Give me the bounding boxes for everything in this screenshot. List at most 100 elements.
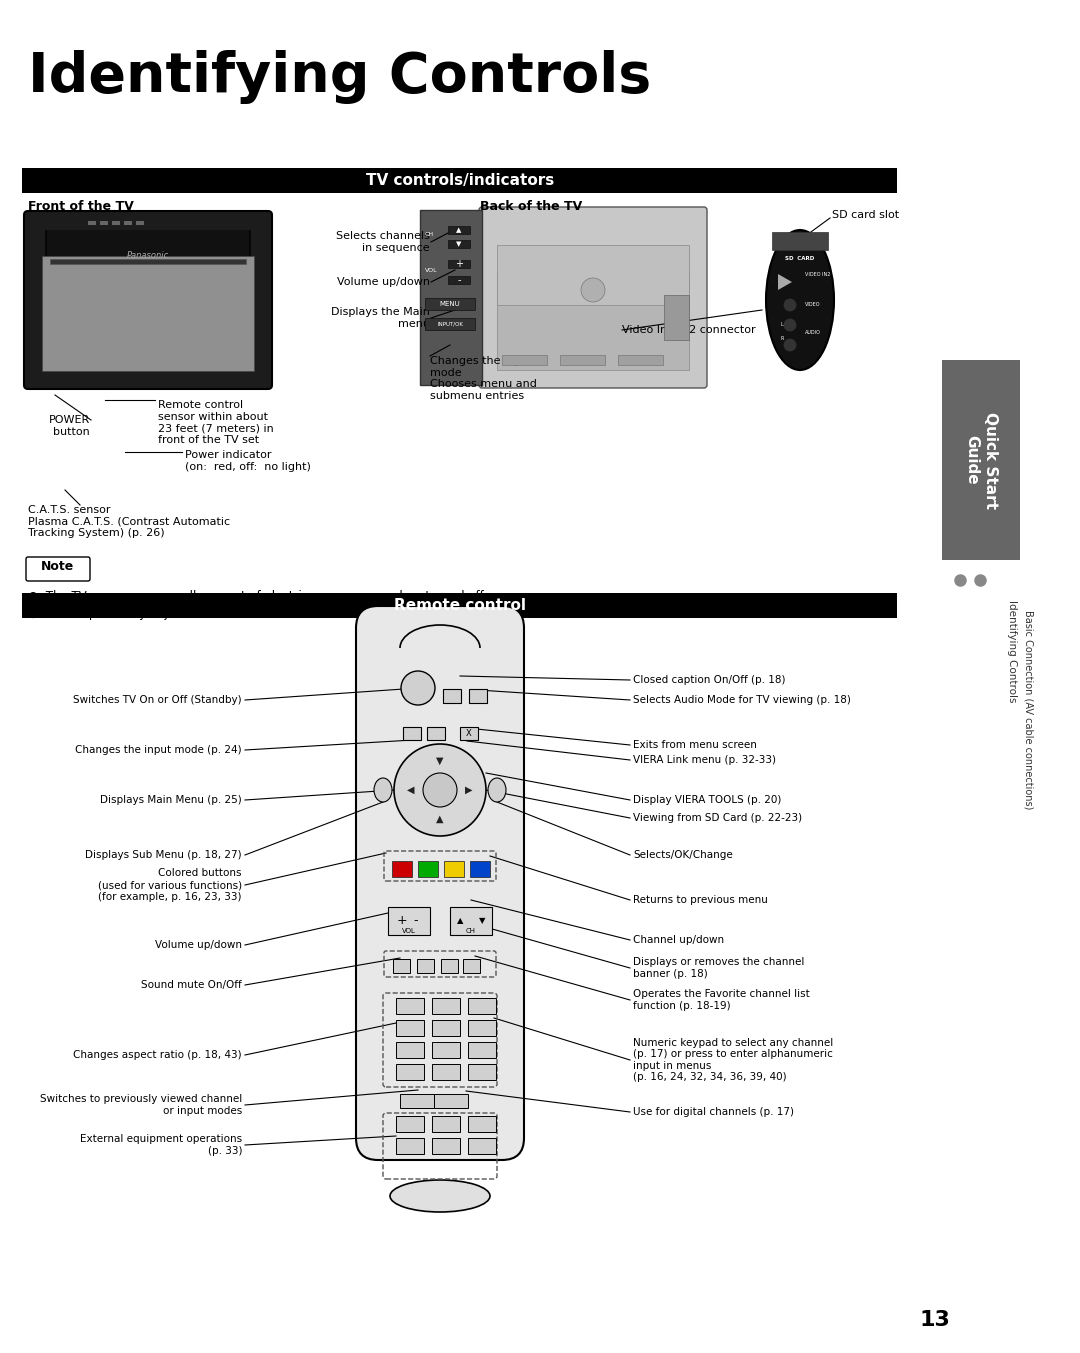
- FancyBboxPatch shape: [480, 207, 707, 388]
- Bar: [468, 1116, 496, 1132]
- Polygon shape: [778, 275, 792, 290]
- Circle shape: [394, 744, 486, 836]
- Bar: [470, 861, 490, 877]
- Ellipse shape: [766, 230, 834, 369]
- Bar: [468, 1063, 496, 1080]
- Text: VOL: VOL: [426, 268, 437, 272]
- Bar: [396, 1020, 424, 1036]
- Text: Use for digital channels (p. 17): Use for digital channels (p. 17): [633, 1107, 794, 1118]
- Text: ▼: ▼: [457, 241, 461, 248]
- Bar: [87, 221, 96, 225]
- FancyBboxPatch shape: [46, 229, 249, 275]
- Text: Operates the Favorite channel list
function (p. 18-19): Operates the Favorite channel list funct…: [633, 989, 810, 1011]
- Circle shape: [581, 277, 605, 302]
- Bar: [432, 1138, 460, 1154]
- Bar: [434, 1095, 468, 1108]
- Text: Closed caption On/Off (p. 18): Closed caption On/Off (p. 18): [633, 675, 785, 685]
- Circle shape: [783, 298, 797, 313]
- Text: L: L: [781, 322, 783, 327]
- Bar: [942, 360, 1020, 560]
- Bar: [502, 354, 546, 365]
- Text: ▲: ▲: [457, 227, 461, 233]
- Text: AUDIO: AUDIO: [805, 330, 821, 334]
- Bar: [497, 245, 689, 304]
- Text: TV controls/indicators: TV controls/indicators: [366, 172, 554, 188]
- Text: Returns to previous menu: Returns to previous menu: [633, 894, 768, 905]
- Text: Front of the TV: Front of the TV: [28, 200, 134, 212]
- Text: Volume up/down: Volume up/down: [337, 277, 430, 287]
- Text: Displays the Main
menu: Displays the Main menu: [332, 307, 430, 329]
- Text: Video Input 2 connector: Video Input 2 connector: [622, 325, 756, 336]
- Bar: [22, 168, 897, 193]
- Text: Identifying Controls: Identifying Controls: [28, 50, 651, 104]
- Text: Displays Sub Menu (p. 18, 27): Displays Sub Menu (p. 18, 27): [85, 850, 242, 861]
- Bar: [396, 999, 424, 1013]
- Ellipse shape: [374, 778, 392, 802]
- Text: -: -: [414, 915, 418, 928]
- Bar: [396, 1116, 424, 1132]
- Bar: [432, 1063, 460, 1080]
- Text: MENU: MENU: [440, 300, 460, 307]
- Bar: [417, 959, 434, 973]
- Text: Remote control: Remote control: [394, 598, 526, 613]
- Text: Power indicator
(on:  red, off:  no light): Power indicator (on: red, off: no light): [185, 451, 311, 472]
- Bar: [460, 727, 478, 740]
- Bar: [136, 221, 144, 225]
- Text: SD  CARD: SD CARD: [785, 257, 814, 261]
- Bar: [561, 354, 605, 365]
- Ellipse shape: [390, 1180, 490, 1212]
- Bar: [468, 1020, 496, 1036]
- Text: CH: CH: [465, 928, 476, 934]
- Text: CH: CH: [426, 233, 434, 238]
- Text: ◀: ◀: [407, 785, 415, 796]
- Bar: [392, 861, 411, 877]
- Text: Basic Connection (AV cable connections): Basic Connection (AV cable connections): [1023, 610, 1032, 809]
- Bar: [469, 689, 487, 704]
- Text: Selects/OK/Change: Selects/OK/Change: [633, 850, 732, 861]
- Bar: [100, 221, 108, 225]
- Text: VIDEO IN2: VIDEO IN2: [805, 272, 831, 277]
- Bar: [432, 1042, 460, 1058]
- Bar: [22, 593, 897, 618]
- Bar: [468, 1042, 496, 1058]
- Bar: [463, 959, 480, 973]
- Bar: [448, 276, 470, 284]
- Text: Identifying Controls: Identifying Controls: [1007, 599, 1017, 702]
- Text: Note: Note: [41, 560, 75, 574]
- Text: +: +: [455, 258, 463, 269]
- Text: VOL: VOL: [402, 928, 416, 934]
- Bar: [388, 907, 430, 935]
- Text: ▲: ▲: [436, 815, 444, 824]
- Text: ▼: ▼: [436, 756, 444, 766]
- Text: Remote control
sensor within about
23 feet (7 meters) in
front of the TV set: Remote control sensor within about 23 fe…: [158, 400, 273, 445]
- Bar: [450, 907, 492, 935]
- Text: Display VIERA TOOLS (p. 20): Display VIERA TOOLS (p. 20): [633, 796, 781, 805]
- Bar: [441, 959, 458, 973]
- Text: INPUT/OK: INPUT/OK: [437, 322, 463, 326]
- Text: ▶: ▶: [465, 785, 473, 796]
- Text: Exits from menu screen: Exits from menu screen: [633, 740, 757, 750]
- Bar: [112, 221, 120, 225]
- Text: Switches TV On or Off (Standby): Switches TV On or Off (Standby): [73, 695, 242, 705]
- Bar: [448, 226, 470, 234]
- Bar: [432, 1116, 460, 1132]
- Bar: [50, 258, 246, 264]
- Bar: [418, 861, 438, 877]
- Text: Switches to previously viewed channel
or input modes: Switches to previously viewed channel or…: [40, 1095, 242, 1116]
- Bar: [468, 999, 496, 1013]
- Text: R: R: [781, 336, 784, 341]
- Bar: [444, 861, 464, 877]
- Text: Numeric keypad to select any channel
(p. 17) or press to enter alphanumeric
inpu: Numeric keypad to select any channel (p.…: [633, 1038, 834, 1082]
- Bar: [448, 260, 470, 268]
- Text: Changes aspect ratio (p. 18, 43): Changes aspect ratio (p. 18, 43): [73, 1050, 242, 1059]
- Bar: [403, 727, 421, 740]
- Text: Colored buttons
(used for various functions)
(for example, p. 16, 23, 33): Colored buttons (used for various functi…: [98, 869, 242, 901]
- Bar: [42, 256, 254, 371]
- Bar: [427, 727, 445, 740]
- Circle shape: [401, 671, 435, 705]
- Text: Selects Audio Mode for TV viewing (p. 18): Selects Audio Mode for TV viewing (p. 18…: [633, 695, 851, 705]
- Text: Quick Start
Guide: Quick Start Guide: [964, 411, 998, 509]
- Circle shape: [783, 318, 797, 331]
- Text: Selects channels
in sequence: Selects channels in sequence: [336, 231, 430, 253]
- Bar: [443, 689, 461, 704]
